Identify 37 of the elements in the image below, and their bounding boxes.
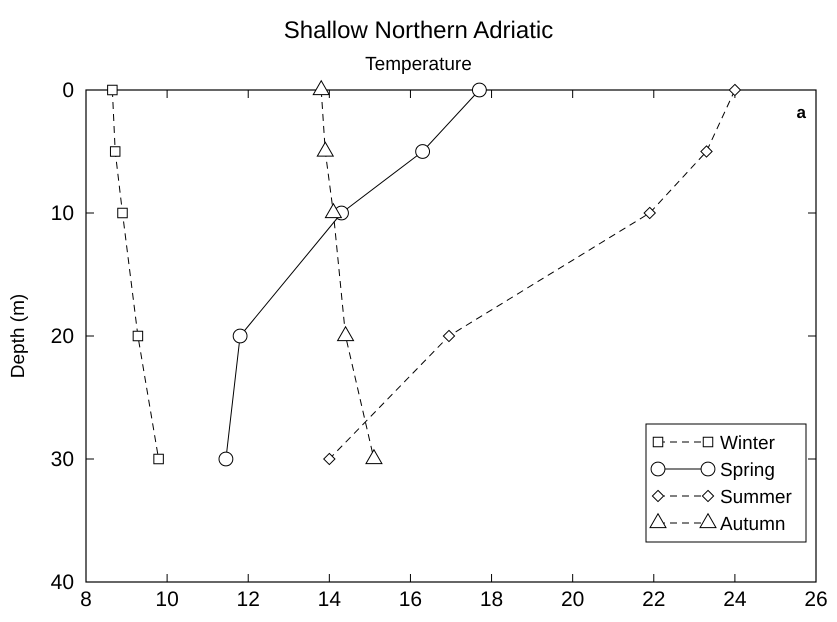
point — [644, 206, 656, 220]
x-tick-label: 18 — [480, 588, 504, 611]
legend-label: Winter — [720, 433, 776, 454]
point — [232, 328, 248, 344]
x-tick-label: 22 — [642, 588, 666, 611]
point — [107, 84, 118, 96]
x-tick-label: 10 — [155, 588, 179, 611]
y-tick-label: 0 — [62, 79, 74, 102]
point — [700, 145, 713, 158]
point — [110, 146, 120, 157]
x-tick-label: 26 — [804, 588, 828, 611]
x-tick-label: 24 — [723, 588, 747, 611]
point — [442, 330, 456, 342]
y-tick-label: 20 — [50, 325, 74, 348]
y-axis-title: Depth (m) — [8, 294, 29, 378]
point — [728, 84, 741, 96]
legend-label: Summer — [720, 487, 792, 508]
x-tick-label: 12 — [236, 588, 260, 611]
y-tick-label: 30 — [50, 448, 74, 471]
chart-title: Shallow Northern Adriatic — [284, 17, 554, 44]
point — [117, 208, 128, 218]
x-tick-label: 8 — [80, 588, 92, 611]
legend-label: Spring — [720, 460, 775, 481]
point — [415, 144, 430, 159]
legend-label: Autumn — [720, 514, 786, 535]
point — [153, 454, 164, 464]
x-tick-label: 16 — [398, 588, 422, 611]
y-tick-label: 10 — [50, 202, 74, 225]
x-tick-label: 20 — [560, 588, 584, 611]
annotation: a — [796, 103, 807, 122]
point — [132, 330, 144, 342]
y-tick-label: 40 — [50, 571, 74, 594]
x-tick-label: 14 — [318, 588, 342, 611]
chart-subtitle: Temperature — [365, 54, 472, 75]
point — [323, 452, 336, 466]
point — [472, 82, 487, 98]
point — [218, 452, 234, 466]
